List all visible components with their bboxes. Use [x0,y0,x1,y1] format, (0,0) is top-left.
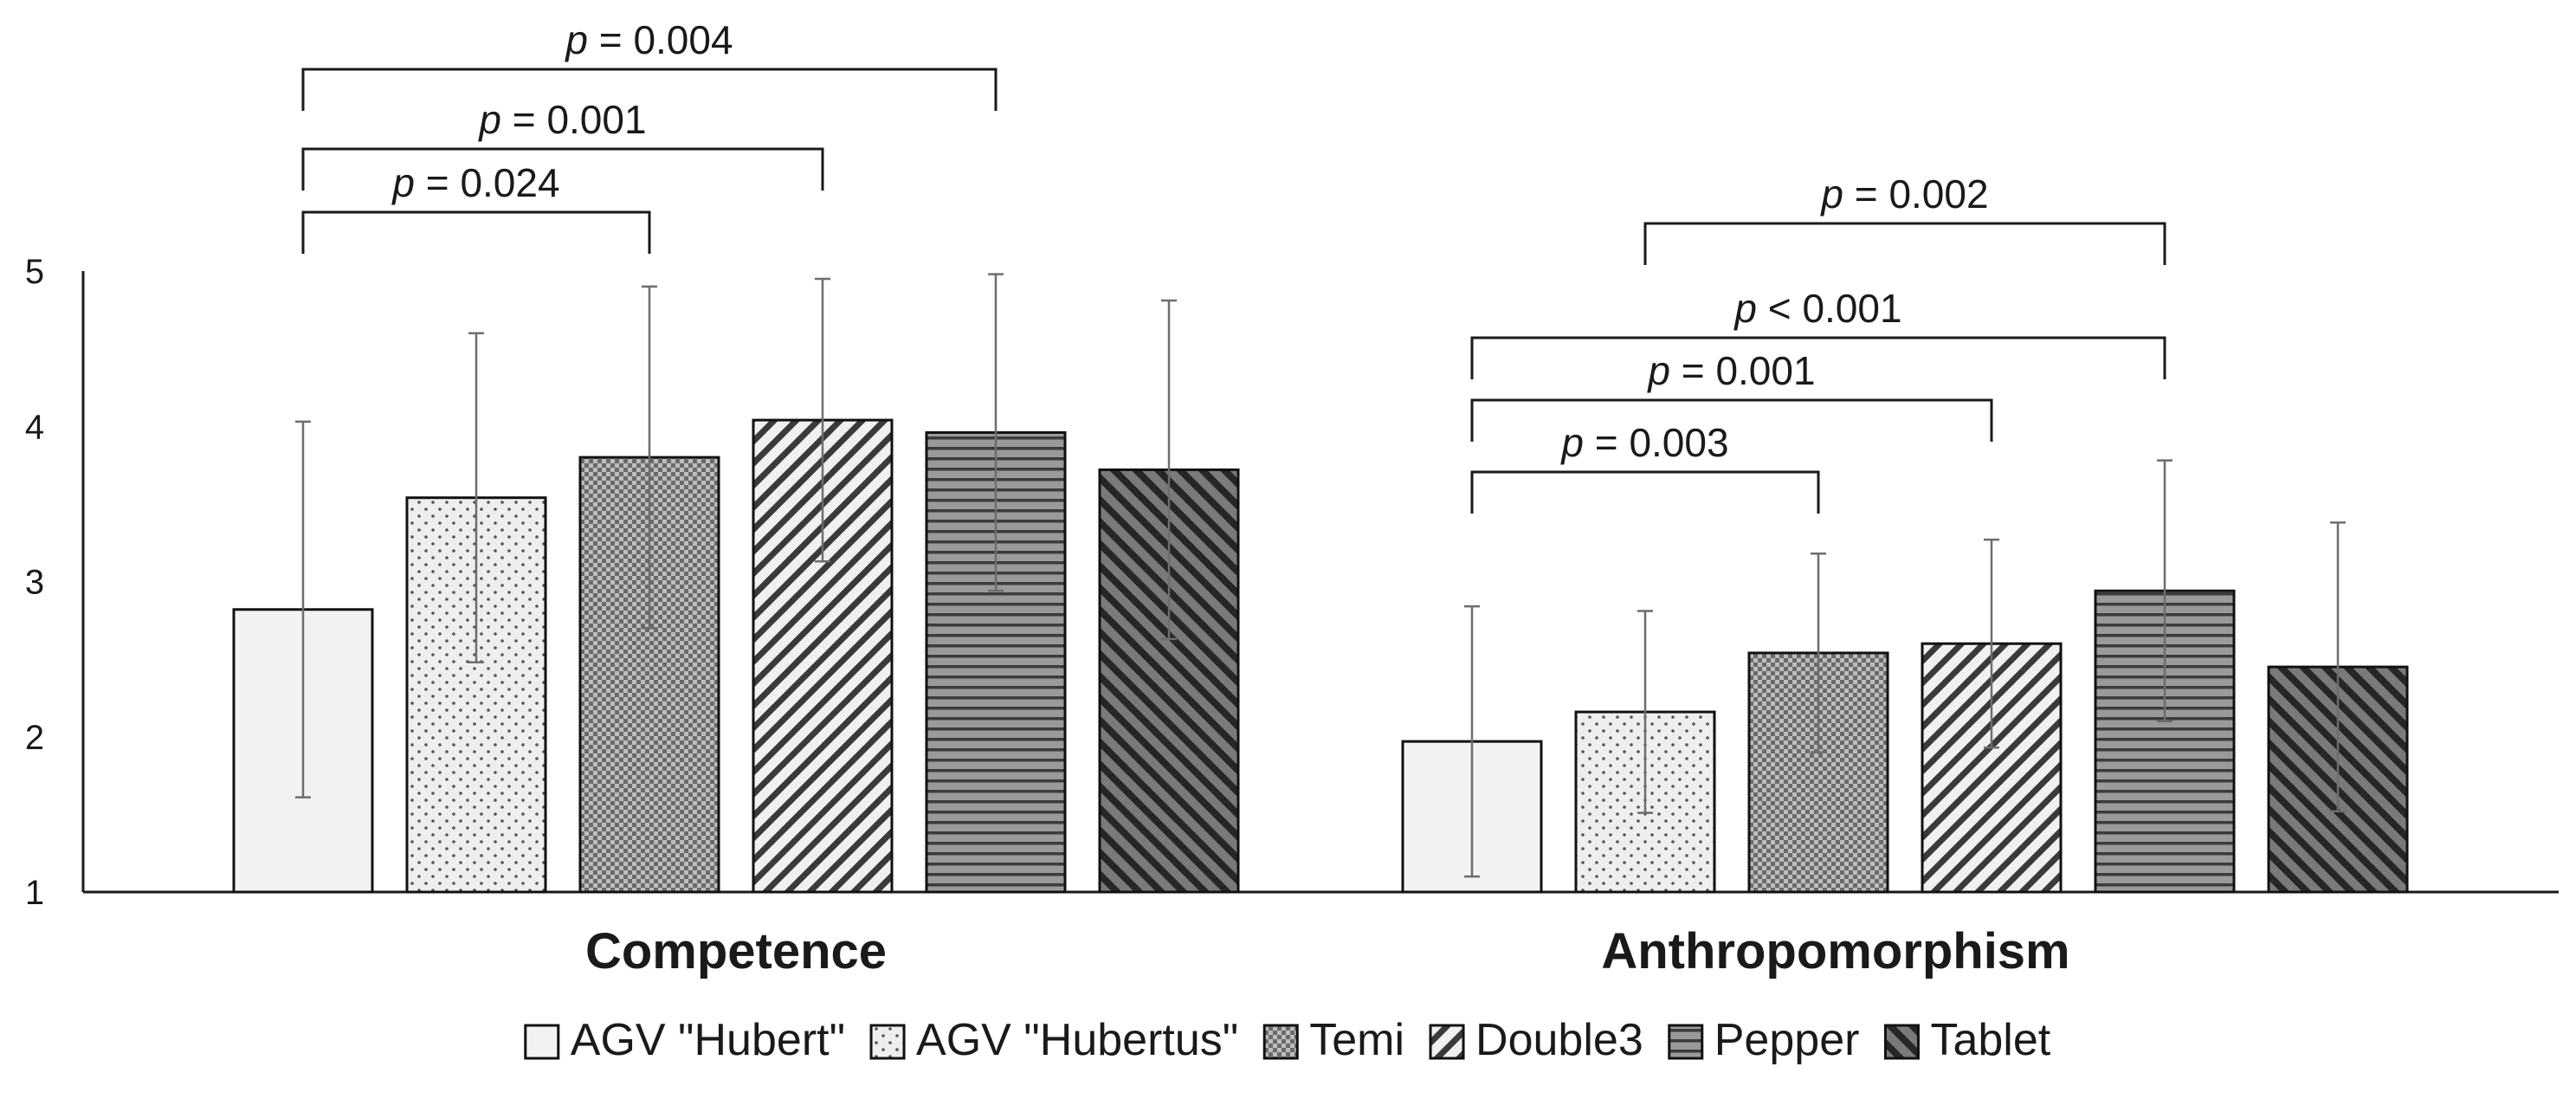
error-bar [815,277,830,563]
legend-item: AGV "Hubert" [524,1015,845,1065]
legend-label: Pepper [1714,1015,1860,1065]
legend-item: AGV "Hubertus" [869,1015,1238,1065]
legend-swatch [1429,1024,1465,1060]
p-value-label: p = 0.003 [1559,420,1728,465]
legend-item: Temi [1262,1015,1404,1065]
legend-swatch [1262,1024,1299,1060]
p-value-label: p = 0.002 [1819,171,1988,217]
bars [232,418,2409,894]
legend: AGV "Hubert" AGV "Hubertus" Temi Double3 Pep… [524,1015,2051,1065]
error-bar [1984,538,1999,749]
legend-swatch [1883,1024,1920,1060]
y-tick-label: 5 [25,253,44,291]
legend-label: AGV "Hubert" [571,1015,845,1065]
significance-bracket: p = 0.002 [1643,171,2166,265]
error-bar [2330,521,2346,813]
y-tick-label: 2 [25,719,44,757]
y-tick-label: 3 [25,564,44,602]
significance-bracket: p = 0.001 [1470,348,1993,442]
significance-bracket: p = 0.024 [301,160,651,254]
significance-bracket: p = 0.003 [1470,420,1820,514]
p-value-label: p < 0.001 [1733,286,1901,331]
p-value-label: p = 0.001 [477,97,646,142]
p-value-label: p = 0.004 [564,17,733,62]
legend-item: Pepper [1668,1015,1860,1065]
error-bars [295,273,2346,878]
significance-bracket: p = 0.001 [301,97,824,191]
p-value-label: p = 0.024 [391,160,559,205]
error-bar [295,420,311,798]
significance-brackets: p = 0.024 p = 0.001 p = 0.004 p = 0.003 p = … [301,17,2166,514]
legend-item: Double3 [1429,1015,1643,1065]
error-bar [1637,610,1653,814]
error-bar [468,332,484,663]
legend-label: Double3 [1475,1015,1643,1065]
y-tick-label: 1 [25,874,44,912]
category-label: Competence [585,923,887,979]
category-label: Anthropomorphism [1601,923,2069,979]
error-bar [988,273,1004,592]
error-bar [642,285,657,630]
y-tick-label: 4 [25,408,44,446]
legend-swatch [1668,1024,1704,1060]
legend-label: Tablet [1930,1015,2050,1065]
error-bar [1161,299,1177,641]
legend-label: AGV "Hubertus" [916,1015,1238,1065]
error-bar [1464,604,1480,878]
error-bar [1811,552,1826,753]
legend-item: Tablet [1883,1015,2051,1065]
legend-swatch [869,1024,906,1060]
significance-bracket: p < 0.001 [1470,286,2166,379]
significance-bracket: p = 0.004 [301,17,997,111]
error-bar [2157,459,2172,723]
legend-swatch [524,1024,560,1060]
p-value-label: p = 0.001 [1646,348,1815,393]
legend-label: Temi [1309,1015,1404,1065]
